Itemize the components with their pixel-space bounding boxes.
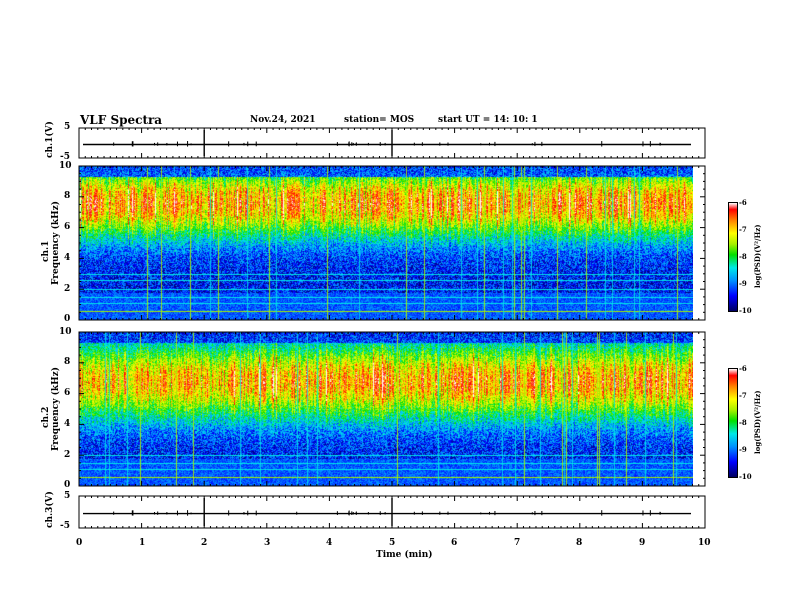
station-label: station= MOS xyxy=(344,115,415,125)
ch1-colorbar xyxy=(728,202,738,312)
ch2-ylabel-channel: ch.2 xyxy=(41,406,51,428)
xtick-4: 4 xyxy=(326,538,333,548)
xtick-7: 7 xyxy=(514,538,521,548)
ch2-ytick-4: 4 xyxy=(64,419,71,429)
ch2-ytick-10: 10 xyxy=(59,327,72,337)
xtick-10: 10 xyxy=(698,538,711,548)
ch2-colorbar-label: log(PSD)(V²/Hz) xyxy=(753,390,762,454)
ch1-ytick-10: 10 xyxy=(59,161,72,171)
ch1-cbar-tick-m6: -6 xyxy=(739,198,747,207)
xtick-2: 2 xyxy=(201,538,208,548)
ch2-cbar-tick-m9: -9 xyxy=(739,445,747,454)
ch1v-ytick-top: 5 xyxy=(64,122,71,132)
xtick-5: 5 xyxy=(389,538,396,548)
xtick-9: 9 xyxy=(639,538,646,548)
xtick-3: 3 xyxy=(264,538,271,548)
ch1-spectrogram xyxy=(79,166,693,320)
ch1-cbar-tick-m9: -9 xyxy=(739,279,747,288)
xtick-8: 8 xyxy=(576,538,583,548)
xtick-0: 0 xyxy=(76,538,83,548)
ch3v-ylabel: ch.3(V) xyxy=(45,491,55,528)
ch1-ytick-0: 0 xyxy=(64,314,71,324)
ch1-ytick-2: 2 xyxy=(64,284,71,294)
ch1-cbar-tick-m8: -8 xyxy=(739,252,747,261)
ch2-cbar-tick-m6: -6 xyxy=(739,364,747,373)
ch2-ylabel-frequency: Frequency (kHz) xyxy=(51,366,61,451)
ch3v-ytick-bottom: -5 xyxy=(60,521,70,531)
ch1-ylabel-frequency: Frequency (kHz) xyxy=(51,200,61,285)
ch2-spectrogram xyxy=(79,332,693,486)
ch2-ytick-8: 8 xyxy=(64,357,71,367)
ch3v-ytick-top: 5 xyxy=(64,491,71,501)
ch2-cbar-tick-m10: -10 xyxy=(739,472,752,481)
ch1-ylabel-channel: ch.1 xyxy=(41,240,51,262)
x-axis-label: Time (min) xyxy=(376,550,433,560)
date-label: Nov.24, 2021 xyxy=(250,115,316,125)
plot-title: VLF Spectra xyxy=(80,113,163,127)
ch1-cbar-tick-m7: -7 xyxy=(739,225,747,234)
ch1-colorbar-label: log(PSD)(V²/Hz) xyxy=(753,224,762,288)
ch2-frame xyxy=(78,331,706,487)
ch1-frame xyxy=(78,165,706,321)
ch1-ytick-6: 6 xyxy=(64,222,71,232)
ch2-cbar-tick-m7: -7 xyxy=(739,391,747,400)
ch1-cbar-tick-m10: -10 xyxy=(739,306,752,315)
ch1v-ylabel: ch.1(V) xyxy=(45,121,55,158)
xtick-6: 6 xyxy=(451,538,458,548)
start-time-label: start UT = 14: 10: 1 xyxy=(438,115,538,125)
ch2-ytick-2: 2 xyxy=(64,450,71,460)
ch1v-ytick-bottom: -5 xyxy=(60,152,70,162)
xtick-1: 1 xyxy=(139,538,146,548)
ch2-cbar-tick-m8: -8 xyxy=(739,418,747,427)
ch2-ytick-6: 6 xyxy=(64,388,71,398)
ch1-ytick-8: 8 xyxy=(64,191,71,201)
ch2-colorbar xyxy=(728,368,738,478)
ch1-ytick-4: 4 xyxy=(64,253,71,263)
ch2-ytick-0: 0 xyxy=(64,480,71,490)
